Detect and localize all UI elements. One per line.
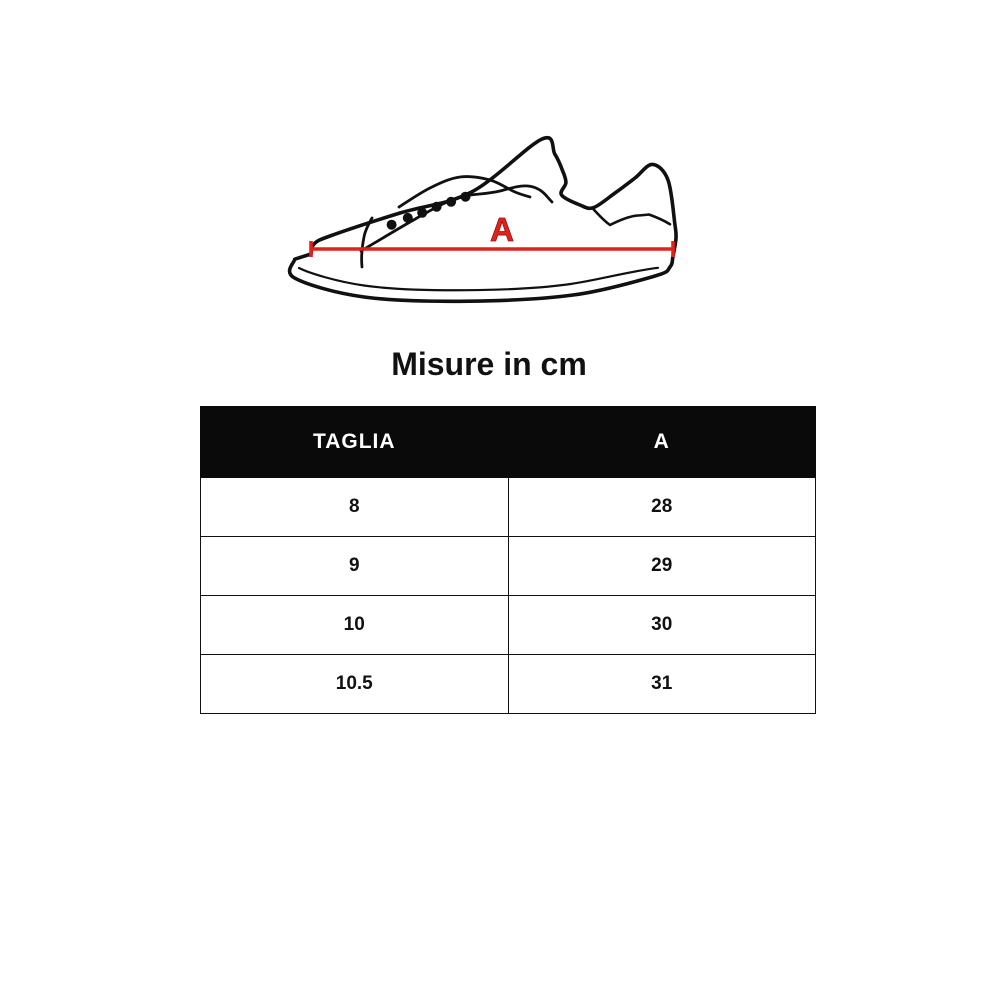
svg-text:A: A — [490, 211, 514, 248]
